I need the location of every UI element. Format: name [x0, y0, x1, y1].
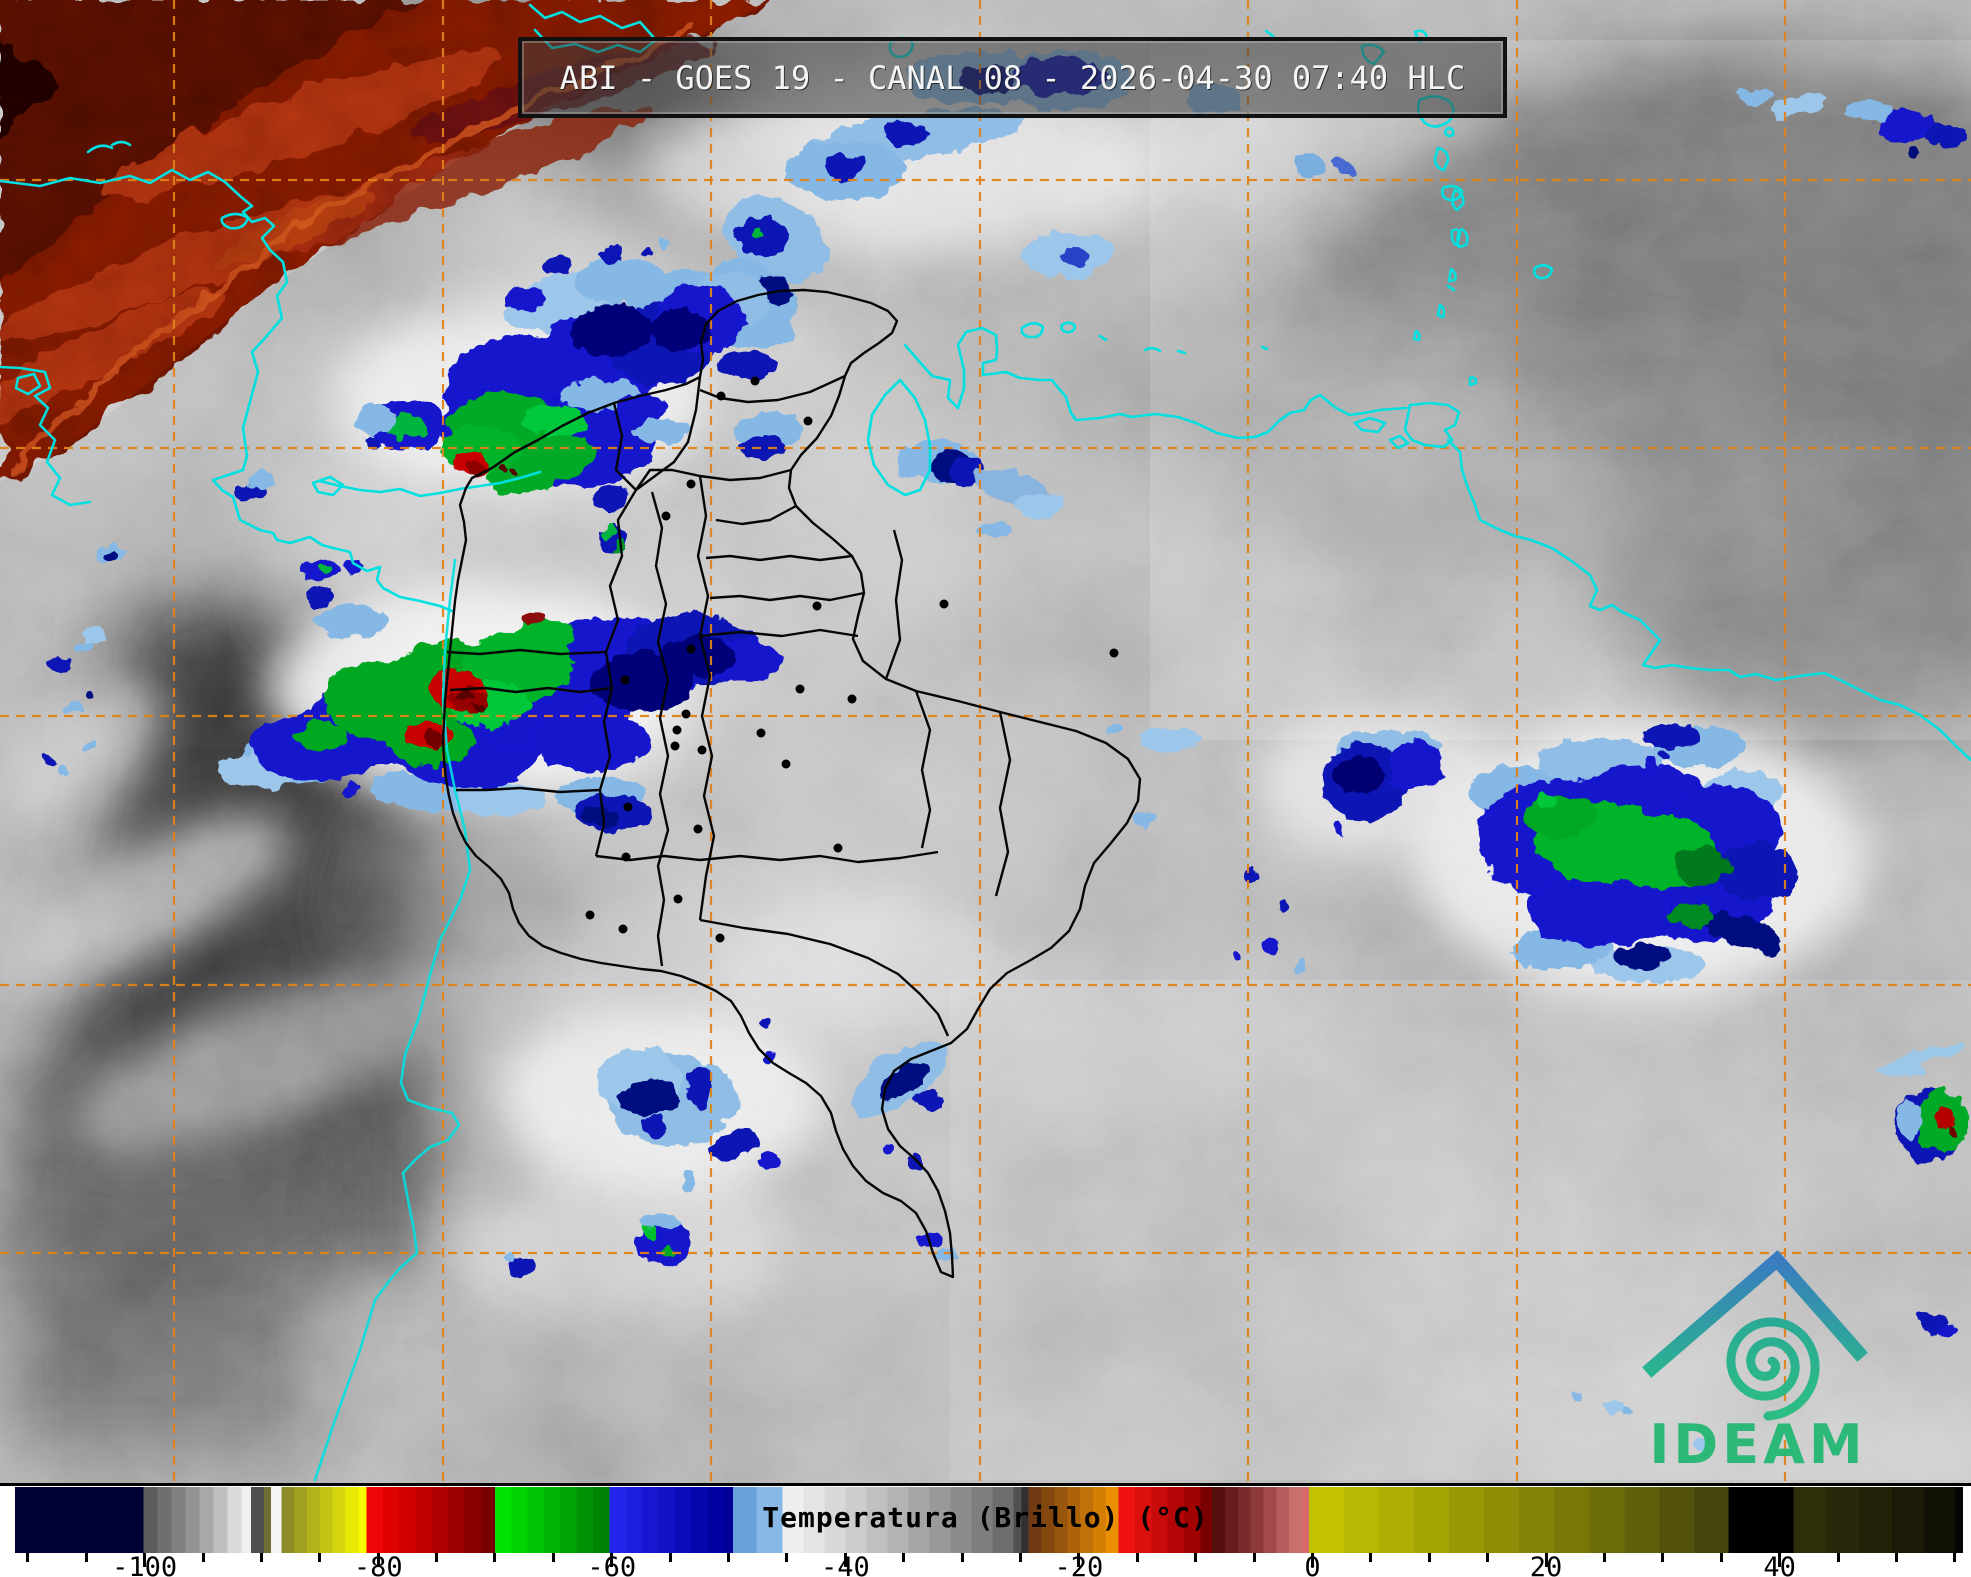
- colorbar-minor-tick: [1427, 1553, 1431, 1562]
- colorbar-minor-tick: [1135, 1553, 1139, 1562]
- colorbar-minor-tick: [668, 1553, 672, 1562]
- colorbar-tick-label: -80: [353, 1552, 403, 1577]
- storm-specks-panama: [236, 475, 363, 605]
- colorbar-major-tick: [1778, 1553, 1782, 1567]
- colorbar-tick-label: 20: [1529, 1552, 1563, 1577]
- colorbar-minor-tick: [493, 1553, 497, 1562]
- storm-right-edge: [1576, 88, 1967, 1451]
- storm-west-complex: [216, 606, 782, 816]
- city-dots: [585, 376, 1119, 943]
- colorbar: Temperatura (Brillo) (°C) -100 -80 -60 -40 -…: [0, 1483, 1971, 1577]
- colorbar-minor-tick: [960, 1553, 964, 1562]
- storm-twin-blobs: [1322, 731, 1444, 836]
- storm-specks-amazon: [1108, 724, 1306, 976]
- storm-cells-layer: [44, 50, 1967, 1451]
- colorbar-minor-tick: [727, 1553, 731, 1562]
- colorbar-minor-tick: [1836, 1553, 1840, 1562]
- logo-chevron-icon: [1642, 1250, 1868, 1378]
- colorbar-minor-tick: [1369, 1553, 1373, 1562]
- colorbar-major-tick: [610, 1553, 614, 1567]
- colorbar-minor-tick: [1194, 1553, 1198, 1562]
- storm-southeast: [852, 1040, 960, 1263]
- storm-east-major: [1468, 723, 1797, 983]
- colorbar-minor-tick: [201, 1553, 205, 1562]
- colorbar-minor-tick: [551, 1553, 555, 1562]
- colorbar-minor-tick: [1661, 1553, 1665, 1562]
- colorbar-minor-tick: [785, 1553, 789, 1562]
- title-bar: ABI - GOES 19 - CANAL 08 - 2026-04-30 07…: [518, 37, 1507, 118]
- colorbar-major-tick: [376, 1553, 380, 1567]
- colorbar-tick-label: 0: [1304, 1552, 1321, 1577]
- storm-south-center: [595, 1020, 782, 1190]
- colorbar-minor-tick: [1486, 1553, 1490, 1562]
- colorbar-major-tick: [1544, 1553, 1548, 1567]
- colorbar-minor-tick: [1719, 1553, 1723, 1562]
- colorbar-minor-tick: [1602, 1553, 1606, 1562]
- coastlines: [0, 3, 1971, 1482]
- storm-south-green: [502, 1214, 690, 1276]
- colorbar-label: Temperatura (Brillo) (°C): [762, 1501, 1209, 1534]
- colorbar-minor-tick: [1894, 1553, 1898, 1562]
- colorbar-tick-label: 40: [1763, 1552, 1796, 1577]
- colorbar-major-tick: [1077, 1553, 1081, 1567]
- colorbar-minor-tick: [259, 1553, 263, 1562]
- colorbar-minor-tick: [318, 1553, 322, 1562]
- colorbar-gradient: Temperatura (Brillo) (°C): [8, 1487, 1963, 1553]
- colorbar-tick-label: -60: [587, 1552, 637, 1577]
- colorbar-tick-label: -40: [820, 1552, 870, 1577]
- colorbar-minor-tick: [1953, 1553, 1957, 1562]
- colorbar-minor-tick: [26, 1553, 30, 1562]
- colorbar-minor-tick: [84, 1553, 88, 1562]
- title-text: ABI - GOES 19 - CANAL 08 - 2026-04-30 07…: [559, 58, 1466, 97]
- colorbar-tick-label: -100: [112, 1552, 178, 1577]
- colorbar-major-tick: [143, 1553, 147, 1567]
- colorbar-minor-tick: [1252, 1553, 1256, 1562]
- colorbar-minor-tick: [435, 1553, 439, 1562]
- colorbar-minor-tick: [1019, 1553, 1023, 1562]
- colorbar-tick-label: -20: [1054, 1552, 1104, 1577]
- colorbar-minor-tick: [902, 1553, 906, 1562]
- colorbar-major-tick: [843, 1553, 847, 1567]
- ideam-logo: IDEAM: [1642, 1250, 1868, 1476]
- logo-spiral-icon: [1726, 1317, 1820, 1421]
- graticule-grid: [0, 0, 1971, 1483]
- logo-text: IDEAM: [1649, 1413, 1866, 1476]
- storm-northwest: [355, 247, 770, 551]
- colorbar-major-tick: [1311, 1553, 1314, 1567]
- storm-guajira: [715, 312, 1068, 538]
